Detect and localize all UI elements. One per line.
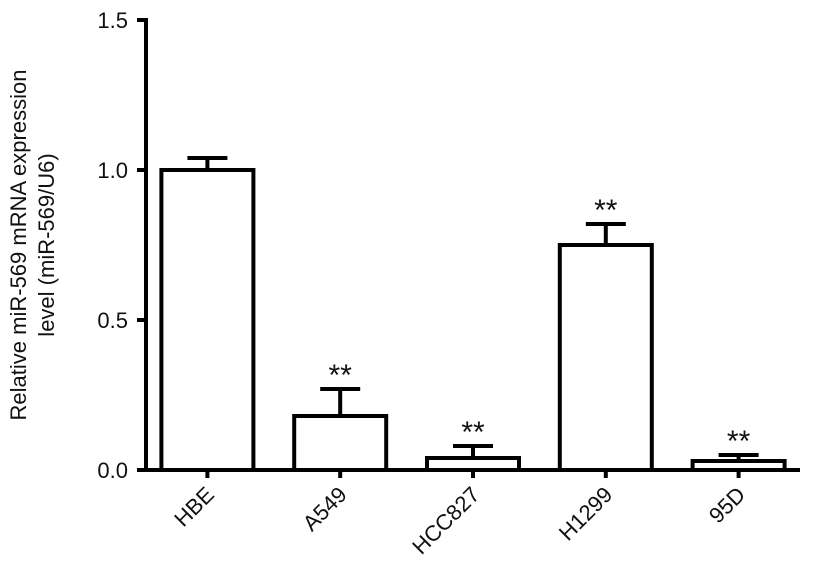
significance-label: ** — [329, 359, 353, 392]
significance-label: ** — [461, 416, 485, 449]
y-tick-label: 0.5 — [97, 308, 128, 333]
x-tick-label: HBE — [169, 482, 219, 532]
bar — [159, 168, 256, 472]
y-tick-label: 1.5 — [97, 8, 128, 33]
bar — [292, 414, 389, 472]
x-tick-label: A549 — [298, 482, 352, 536]
y-tick-label: 1.0 — [97, 158, 128, 183]
y-axis-label: Relative miR-569 mRNA expression — [6, 70, 31, 421]
significance-label: ** — [594, 194, 618, 227]
bar — [557, 243, 654, 472]
significance-label: ** — [727, 425, 751, 458]
y-tick-label: 0.0 — [97, 458, 128, 483]
x-tick-label: H1299 — [554, 482, 618, 546]
x-tick-label: HCC827 — [407, 482, 484, 559]
x-tick-label: 95D — [704, 482, 750, 528]
y-axis-label: level (miR-569/U6) — [34, 153, 59, 336]
